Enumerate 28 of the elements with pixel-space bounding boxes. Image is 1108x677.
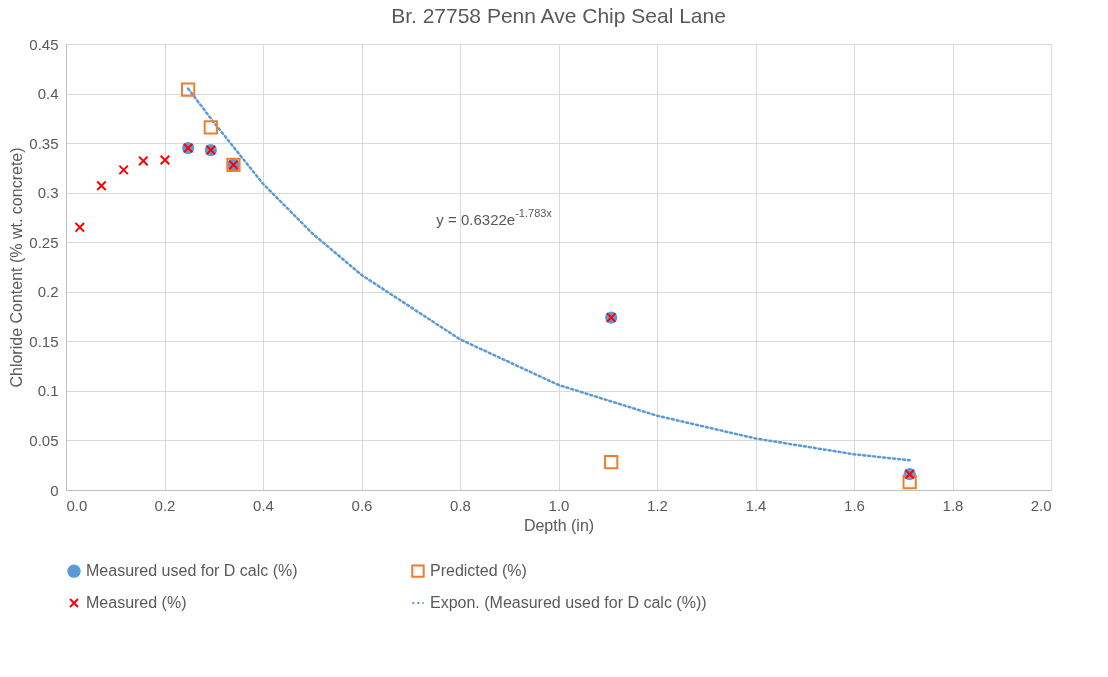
x-tick-label: 0.4 [253, 496, 274, 514]
y-tick-label: 0.2 [37, 283, 59, 301]
y-tick-label: 0.05 [29, 431, 59, 449]
y-tick-label: 0.4 [37, 85, 59, 103]
legend-label: Expon. (Measured used for D calc (%)) [430, 594, 707, 611]
x-tick-label: 0.8 [450, 496, 471, 514]
x-tick-label: 0.0 [66, 496, 88, 514]
y-tick-label: 0.25 [29, 233, 59, 251]
legend-label: Measured (%) [86, 594, 187, 611]
legend-label: Predicted (%) [430, 562, 527, 580]
x-tick-label: 1.2 [647, 496, 668, 514]
y-tick-label: 0 [50, 481, 59, 499]
y-tick-label: 0.1 [37, 382, 59, 400]
x-tick-label: 2.0 [1030, 496, 1052, 514]
x-tick-label: 1.0 [548, 496, 570, 514]
y-tick-label: 0.15 [29, 332, 59, 350]
x-axis-title: Depth (in) [523, 516, 595, 534]
x-tick-label: 1.4 [745, 496, 767, 514]
x-tick-label: 1.8 [942, 496, 964, 514]
y-tick-label: 0.45 [29, 35, 59, 53]
y-tick-label: 0.35 [29, 134, 59, 152]
chart-title: Br. 27758 Penn Ave Chip Seal Lane [391, 4, 726, 27]
y-tick-label: 0.3 [37, 184, 59, 202]
x-tick-label: 0.6 [351, 496, 373, 514]
y-axis-title: Chloride Content (% wt. concrete) [8, 147, 26, 388]
legend-label: Measured used for D calc (%) [86, 562, 298, 580]
x-tick-label: 0.2 [154, 496, 176, 514]
x-tick-label: 1.6 [844, 496, 865, 514]
